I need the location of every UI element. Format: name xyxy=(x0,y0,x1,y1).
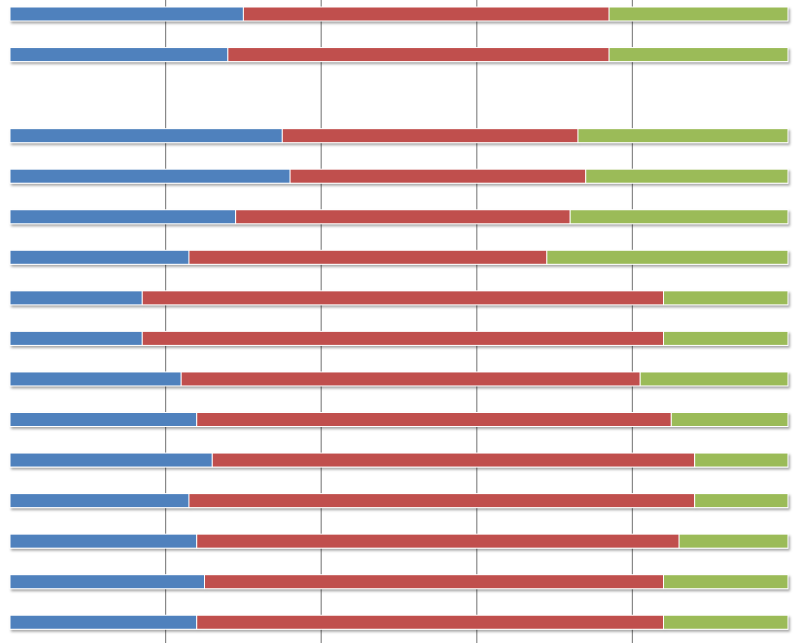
bar-segment-series-3 xyxy=(694,452,789,468)
bar-row xyxy=(9,47,789,63)
bar-segment-series-2 xyxy=(196,614,665,630)
bar-segment-series-3 xyxy=(663,574,789,590)
bar-row xyxy=(9,290,789,306)
bar-row xyxy=(9,371,789,387)
bar-row xyxy=(9,168,789,184)
bar-segment-series-1 xyxy=(9,330,143,346)
bar-segment-series-2 xyxy=(141,290,665,306)
bar-segment-series-3 xyxy=(569,209,789,225)
bar-row xyxy=(9,249,789,265)
bar-row xyxy=(9,128,789,144)
bar-segment-series-1 xyxy=(9,249,190,265)
bar-segment-series-1 xyxy=(9,452,213,468)
bar-segment-series-1 xyxy=(9,47,229,63)
bar-segment-series-3 xyxy=(663,614,789,630)
bar-row xyxy=(9,330,789,346)
bar-segment-series-2 xyxy=(188,249,548,265)
bar-segment-series-1 xyxy=(9,6,244,22)
bar-segment-series-1 xyxy=(9,168,291,184)
bar-segment-series-1 xyxy=(9,128,283,144)
bar-segment-series-3 xyxy=(663,330,789,346)
bar-segment-series-3 xyxy=(577,128,789,144)
bars xyxy=(9,6,789,630)
bar-row xyxy=(9,209,789,225)
bar-row xyxy=(9,493,789,509)
bar-segment-series-1 xyxy=(9,412,198,427)
bar-segment-series-3 xyxy=(608,47,789,63)
bar-segment-series-3 xyxy=(639,371,789,387)
bar-segment-series-2 xyxy=(211,452,696,468)
bar-segment-series-3 xyxy=(694,493,789,509)
bar-segment-series-2 xyxy=(281,128,579,144)
bar-segment-series-1 xyxy=(9,493,190,509)
bar-segment-series-1 xyxy=(9,209,237,225)
bar-segment-series-2 xyxy=(204,574,665,590)
bar-segment-series-3 xyxy=(608,6,789,22)
bar-row xyxy=(9,6,789,22)
bar-segment-series-1 xyxy=(9,371,182,387)
bar-segment-series-2 xyxy=(242,6,610,22)
bar-segment-series-1 xyxy=(9,533,198,549)
bar-segment-series-3 xyxy=(670,412,789,427)
bar-segment-series-2 xyxy=(196,412,672,427)
bar-row xyxy=(9,452,789,468)
bar-segment-series-3 xyxy=(585,168,789,184)
bar-segment-series-1 xyxy=(9,614,198,630)
bar-segment-series-2 xyxy=(141,330,665,346)
bar-row xyxy=(9,614,789,630)
bar-segment-series-2 xyxy=(227,47,610,63)
bar-segment-series-2 xyxy=(196,533,680,549)
bar-segment-series-1 xyxy=(9,574,205,590)
bar-segment-series-3 xyxy=(546,249,789,265)
bar-row xyxy=(9,412,789,427)
bar-row xyxy=(9,574,789,590)
bar-segment-series-2 xyxy=(180,371,641,387)
bar-row xyxy=(9,533,789,549)
bar-segment-series-2 xyxy=(289,168,587,184)
bar-segment-series-2 xyxy=(188,493,696,509)
bar-segment-series-3 xyxy=(663,290,789,306)
bar-segment-series-2 xyxy=(235,209,571,225)
bar-segment-series-1 xyxy=(9,290,143,306)
bar-segment-series-3 xyxy=(678,533,789,549)
